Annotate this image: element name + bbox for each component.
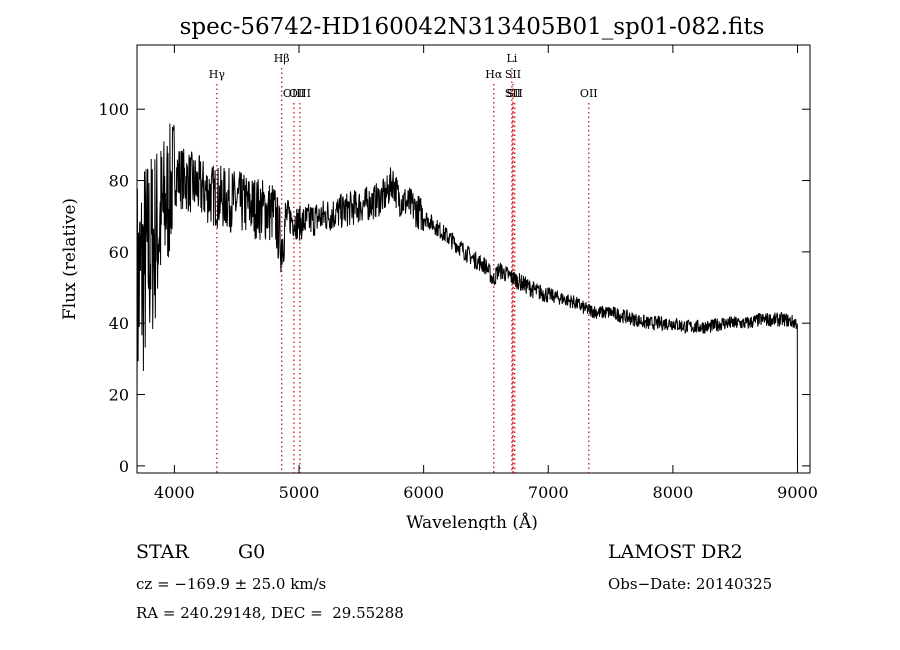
x-tick-label-7000: 7000 [528, 483, 569, 502]
spectrum-chart: spec-56742-HD160042N313405B01_sp01-082.f… [60, 14, 818, 533]
y-tick-label-100: 100 [98, 100, 129, 119]
line-marker-label-4: Hα [485, 68, 503, 81]
chart-title: spec-56742-HD160042N313405B01_sp01-082.f… [180, 14, 765, 40]
x-tick-label-5000: 5000 [279, 483, 320, 502]
x-axis: 4000 5000 6000 7000 8000 9000 [154, 45, 818, 502]
y-tick-label-60: 60 [109, 243, 129, 262]
line-marker-label-9: OII [580, 87, 598, 100]
y-axis-label: Flux (relative) [60, 198, 80, 320]
spectrum-series [136, 123, 798, 466]
x-axis-label: Wavelength (Å) [406, 512, 538, 530]
x-tick-label-9000: 9000 [777, 483, 818, 502]
y-tick-label-0: 0 [119, 457, 129, 476]
object-type: STAR [136, 541, 189, 563]
line-marker-label-6: SII [507, 87, 523, 100]
subclass: G0 [238, 541, 266, 563]
line-marker-label-0: Hγ [209, 68, 226, 81]
survey-name: LAMOST DR2 [608, 541, 743, 563]
line-marker-label-8: SII [505, 68, 521, 81]
x-tick-label-6000: 6000 [403, 483, 444, 502]
line-marker-label-1: Hβ [274, 52, 290, 65]
obs-date: Obs−Date: 20140325 [608, 575, 773, 593]
line-marker-label-3: OIII [289, 87, 311, 100]
y-tick-label-80: 80 [109, 172, 129, 191]
y-tick-label-20: 20 [109, 386, 129, 405]
spectrum-line [136, 123, 798, 466]
redshift-text: cz = −169.9 ± 25.0 km/s [136, 575, 327, 593]
y-tick-label-40: 40 [109, 314, 129, 333]
x-tick-label-8000: 8000 [653, 483, 694, 502]
y-axis: 0 20 40 60 80 100 [98, 100, 810, 476]
coordinates-text: RA = 240.29148, DEC = 29.55288 [136, 604, 404, 622]
line-marker-label-2: OIII [283, 87, 305, 100]
line-marker-label-7: Li [506, 52, 517, 65]
x-tick-label-4000: 4000 [154, 483, 195, 502]
